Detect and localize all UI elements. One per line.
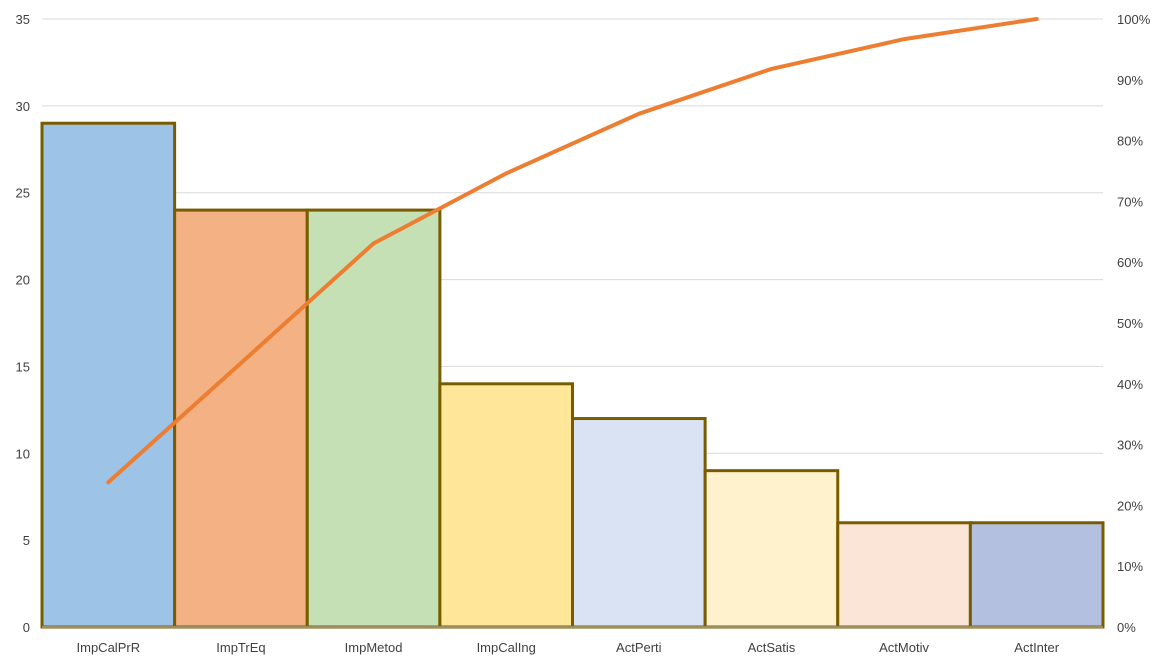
- right-axis-tick-label: 40%: [1117, 377, 1143, 392]
- bar-actsatis: [703, 469, 840, 629]
- bar-actinter: [968, 521, 1105, 629]
- left-axis-tick-label: 10: [16, 446, 30, 461]
- right-axis-tick-label: 10%: [1117, 559, 1143, 574]
- bar-imptreq: [173, 208, 309, 629]
- bars: [40, 121, 1105, 629]
- category-label: ImpCalIng: [477, 640, 536, 655]
- left-axis-tick-label: 30: [16, 99, 30, 114]
- bar-impcalprr: [40, 121, 177, 629]
- category-label: ImpCalPrR: [77, 640, 141, 655]
- cumulative-percent-line: [106, 17, 1039, 485]
- right-axis-tick-label: 0%: [1117, 620, 1136, 635]
- category-label: ImpMetod: [345, 640, 403, 655]
- right-axis-tick-label: 100%: [1117, 12, 1151, 27]
- right-axis-tick-label: 50%: [1117, 316, 1143, 331]
- category-label: ImpTrEq: [216, 640, 265, 655]
- right-axis-tick-label: 80%: [1117, 134, 1143, 149]
- left-axis-tick-label: 20: [16, 273, 30, 288]
- category-label: ActSatis: [748, 640, 796, 655]
- category-label: ActInter: [1014, 640, 1059, 655]
- right-axis-tick-label: 90%: [1117, 73, 1143, 88]
- bar-impcaling: [438, 382, 574, 629]
- left-axis-tick-label: 0: [23, 620, 30, 635]
- right-axis-ticks: 0% 10% 20% 30% 40% 50% 60% 70% 80% 90% 100%: [1117, 12, 1151, 635]
- left-axis-tick-label: 35: [16, 12, 30, 27]
- right-axis-tick-label: 20%: [1117, 498, 1143, 513]
- category-label: ActPerti: [616, 640, 662, 655]
- left-axis-tick-label: 5: [23, 533, 30, 548]
- category-labels: ImpCalPrR ImpTrEq ImpMetod ImpCalIng ActPert…: [77, 640, 1060, 655]
- left-axis-tick-label: 15: [16, 359, 30, 374]
- cumulative-line-layer: [106, 17, 1039, 485]
- right-axis-tick-label: 30%: [1117, 438, 1143, 453]
- category-label: ActMotiv: [879, 640, 929, 655]
- bar-actperti: [571, 417, 707, 629]
- bar-actmotiv: [836, 521, 972, 629]
- left-axis-ticks: 0 5 10 15 20 25 30 35: [16, 12, 30, 635]
- bar-impmetod: [305, 208, 442, 629]
- right-axis-tick-label: 60%: [1117, 255, 1143, 270]
- right-axis-tick-label: 70%: [1117, 194, 1143, 209]
- left-axis-tick-label: 25: [16, 186, 30, 201]
